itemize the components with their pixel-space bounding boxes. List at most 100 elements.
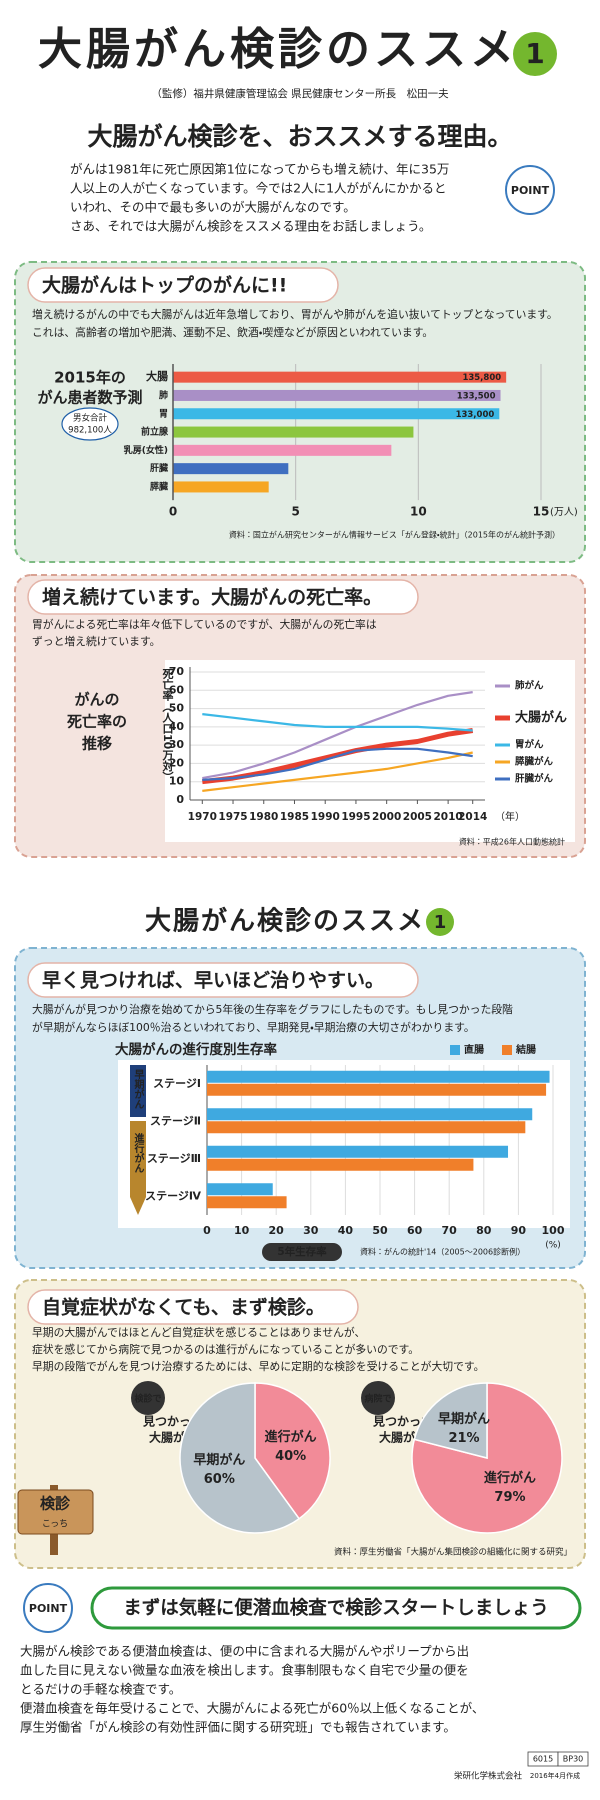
sign-board bbox=[17, 1489, 94, 1535]
pie-badge bbox=[131, 1381, 165, 1415]
group-marker bbox=[130, 1121, 146, 1215]
y-tick-label: 40 bbox=[169, 720, 185, 733]
pie-slice bbox=[413, 1382, 488, 1459]
section-heading: 大腸がんはトップのがんに!! bbox=[42, 274, 287, 297]
series-line bbox=[202, 751, 473, 792]
badge-number: 1 bbox=[434, 912, 447, 933]
intro-line: 人以上の人が亡くなっています。今では2人に1人ががんにかかると bbox=[70, 181, 447, 196]
x-tick-label: 70 bbox=[442, 1224, 458, 1237]
intro-line: さあ、それでは大腸がん検診をススメる理由をお話しましょう。 bbox=[70, 219, 431, 234]
category-label: 膵臓 bbox=[150, 480, 168, 492]
note-circle bbox=[61, 407, 119, 441]
bar bbox=[207, 1108, 533, 1121]
heading-pill bbox=[27, 579, 419, 615]
legend-swatch bbox=[450, 1045, 460, 1055]
category-label: ステージⅢ bbox=[147, 1152, 201, 1165]
category-label: 肝臓 bbox=[150, 462, 168, 474]
chart-title: 2015年の bbox=[54, 369, 126, 387]
x-tick-label: 90 bbox=[511, 1224, 527, 1237]
chart-title: 推移 bbox=[82, 735, 112, 753]
x-tick-label: 30 bbox=[303, 1224, 319, 1237]
source: 資料：厚生労働省「大腸がん集団検診の組織化に関する研究」 bbox=[334, 1547, 572, 1558]
cta-line: 血した目に見えない微量な血液を検出します。食事制限もなく自宅で少量の便を bbox=[20, 1663, 469, 1678]
bar bbox=[207, 1158, 474, 1171]
chart-note: 男女合計 bbox=[73, 413, 108, 424]
slice-value: 60% bbox=[204, 1472, 235, 1487]
slice-label: 進行がん bbox=[484, 1470, 536, 1486]
x-tick-label: 80 bbox=[476, 1224, 492, 1237]
legend-label: 結腸 bbox=[515, 1043, 536, 1056]
badge-circle bbox=[426, 908, 454, 936]
legend-label: 大腸がん bbox=[515, 710, 567, 726]
bar bbox=[173, 481, 269, 493]
pie-badge-text: 検診で bbox=[134, 1393, 161, 1405]
sign-text: こっち bbox=[42, 1519, 68, 1530]
bar bbox=[207, 1145, 509, 1158]
heading-pill bbox=[27, 962, 419, 998]
cta-line: とるだけの手軽な検査です。 bbox=[20, 1682, 181, 1697]
section-heading: 早く見つければ、早いほど治りやすい。 bbox=[42, 969, 384, 992]
pie-slice bbox=[179, 1382, 301, 1534]
bar bbox=[173, 408, 500, 420]
slice-label: 早期がん bbox=[193, 1452, 245, 1468]
value-label: 135,800 bbox=[462, 373, 501, 383]
code-box bbox=[557, 1751, 589, 1767]
bar bbox=[173, 371, 507, 383]
x-tick-label: 50 bbox=[372, 1224, 388, 1237]
y-tick-label: 0 bbox=[176, 793, 184, 806]
intro-heading: 大腸がん検診を、おススメする理由。 bbox=[87, 122, 512, 151]
y-tick-label: 20 bbox=[169, 756, 185, 769]
y-tick-label: 10 bbox=[169, 775, 185, 788]
series-line bbox=[202, 713, 473, 732]
point-badge bbox=[505, 165, 555, 215]
bar bbox=[207, 1183, 273, 1196]
intro-line: いわれ、その中で最も多いのが大腸がんなのです。 bbox=[70, 200, 356, 215]
legend-label: 肝臓がん bbox=[515, 773, 554, 785]
group-marker bbox=[130, 1065, 146, 1117]
pie-badge-text: 病院で bbox=[364, 1393, 391, 1405]
sign-text: 検診 bbox=[40, 1495, 71, 1513]
legend-swatch bbox=[502, 1045, 512, 1055]
heading-pill bbox=[27, 1289, 359, 1325]
x-tick-label: 1970 bbox=[188, 811, 217, 823]
bar bbox=[173, 444, 392, 456]
footer-code: BP30 bbox=[563, 1755, 584, 1764]
footer-code: 6015 bbox=[533, 1755, 553, 1764]
x-tick-label: 1975 bbox=[218, 811, 247, 823]
footer-company: 栄研化学株式会社 bbox=[454, 1771, 523, 1782]
x-tick-label: 60 bbox=[407, 1224, 423, 1237]
bar bbox=[207, 1196, 287, 1209]
category-label: 乳房(女性) bbox=[124, 444, 168, 456]
y-axis-title: 死亡率（人口10万対） bbox=[161, 668, 175, 783]
y-tick-label: 30 bbox=[169, 738, 185, 751]
cta-heading: まずは気軽に便潜血検査で検診スタートしましょう bbox=[123, 1597, 549, 1619]
section-line: 増え続けるがんの中でも大腸がんは近年急増しており、胃がんや肺がんを追い抜いてトッ… bbox=[32, 307, 558, 321]
x-tick-label: 0 bbox=[203, 1224, 211, 1237]
pie-badge bbox=[361, 1381, 395, 1415]
chart-title: 死亡率の bbox=[66, 713, 127, 731]
cta-line: 大腸がん検診である便潜血検査は、便の中に含まれる大腸がんやポリープから出 bbox=[20, 1644, 469, 1659]
chart-title: 大腸がんの進行度別生存率 bbox=[115, 1041, 277, 1058]
x-tick-label: 1995 bbox=[341, 811, 370, 823]
cta-banner bbox=[90, 1586, 582, 1630]
category-label: ステージⅡ bbox=[150, 1114, 201, 1127]
slice-value: 79% bbox=[494, 1490, 525, 1505]
category-label: ステージⅣ bbox=[145, 1189, 202, 1202]
slice-value: 40% bbox=[275, 1449, 306, 1464]
section-line: 症状を感じてから病院で見つかるのは進行がんになっていることが多いのです。 bbox=[32, 1342, 419, 1356]
x-tick-label: 2005 bbox=[403, 811, 432, 823]
x-tick-label: 15 bbox=[533, 505, 550, 519]
group-label: 進行がん bbox=[132, 1132, 145, 1173]
supervisor: （監修）福井県健康管理協会 県民健康センター所長 松田一夫 bbox=[151, 87, 449, 100]
bar bbox=[207, 1070, 550, 1083]
slice-value: 21% bbox=[448, 1431, 479, 1446]
cta-line: 便潜血検査を毎年受けることで、大腸がんによる死亡が60％以上低くなることが、 bbox=[20, 1701, 484, 1716]
section-line: 胃がんによる死亡率は年々低下しているのですが、大腸がんの死亡率は bbox=[32, 617, 377, 631]
source: 資料：平成26年人口動態統計 bbox=[459, 837, 565, 847]
y-tick-label: 70 bbox=[169, 665, 185, 678]
bar bbox=[207, 1121, 526, 1134]
source: 資料：がんの統計'14（2005〜2006診断例） bbox=[360, 1247, 525, 1257]
point-text: POINT bbox=[511, 184, 550, 197]
category-label: ステージⅠ bbox=[153, 1077, 201, 1090]
section-line: ずっと増え続けています。 bbox=[32, 634, 160, 648]
